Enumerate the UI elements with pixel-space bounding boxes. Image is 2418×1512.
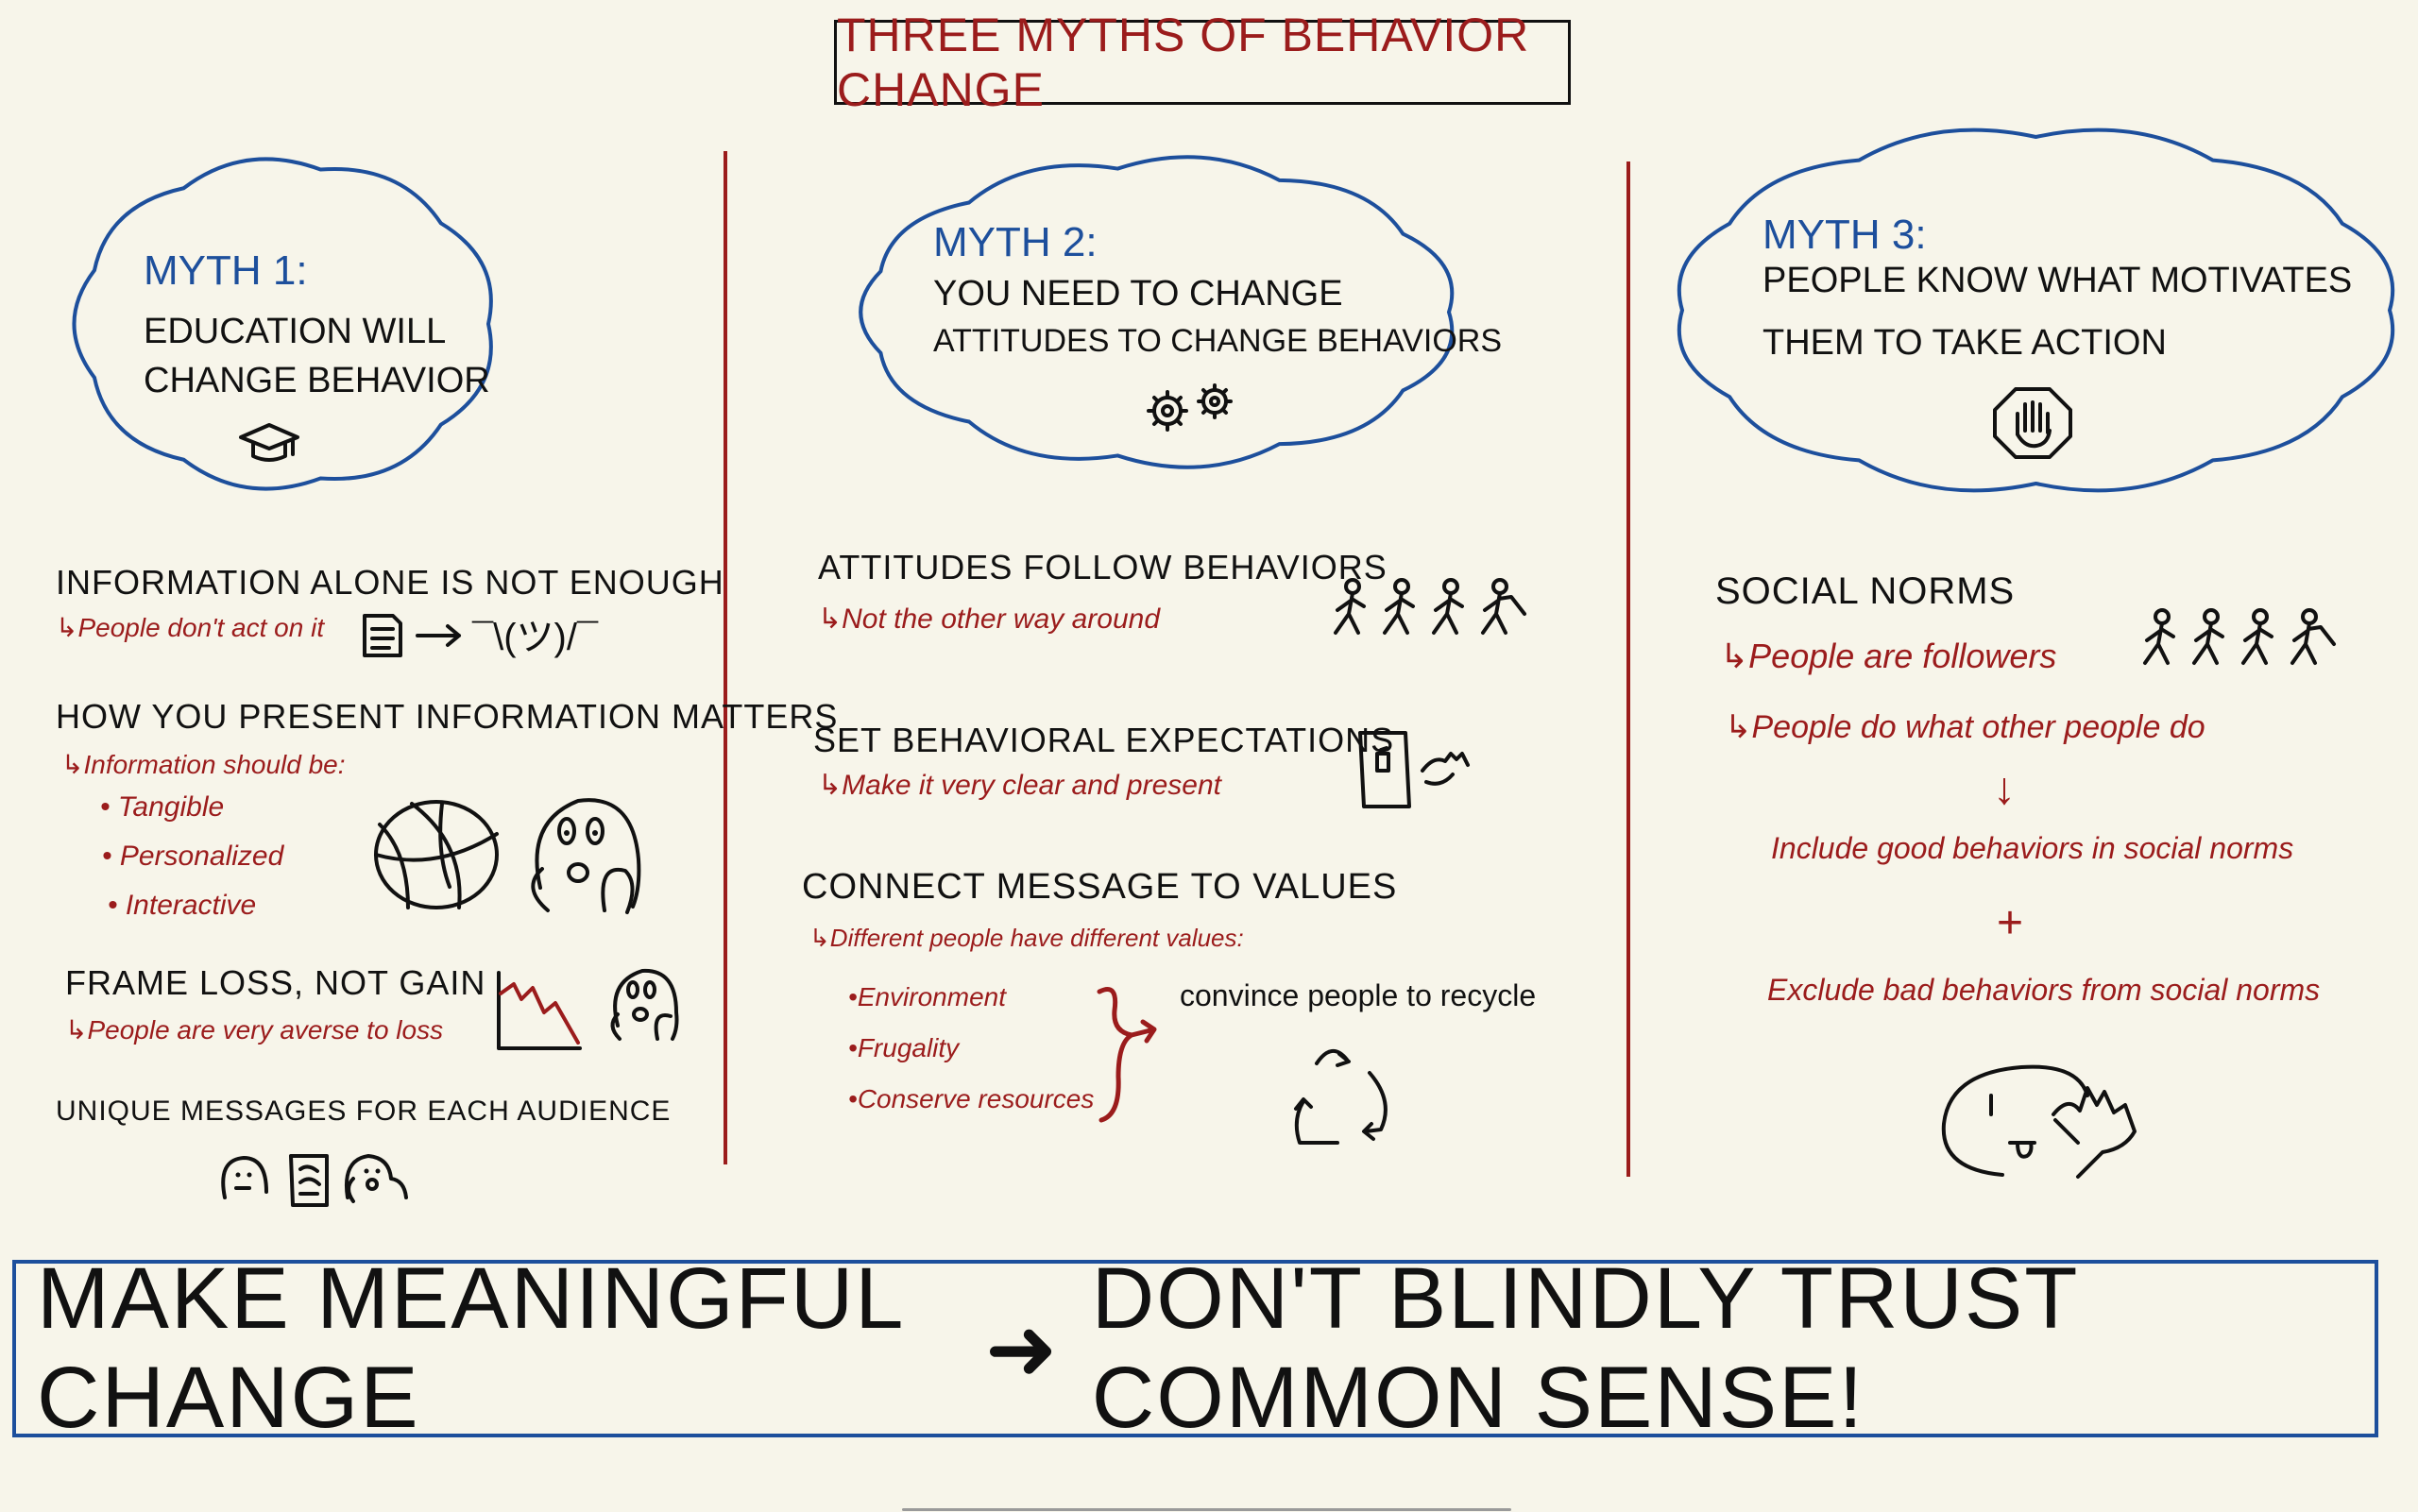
bullet-text: Frugality <box>857 1033 960 1062</box>
column-divider <box>724 151 727 1164</box>
document-icon <box>363 614 402 657</box>
bullet-text: Tangible <box>117 791 225 823</box>
section-note: Different people have different values: <box>809 924 1244 953</box>
bullet-item: • Personalized <box>102 841 284 872</box>
section-heading: Unique messages for each audience <box>56 1096 672 1127</box>
bullet-item: • Interactive <box>108 890 257 921</box>
stick-figure-icon <box>2241 608 2273 665</box>
myth-1-line-2: change behavior <box>144 361 490 400</box>
section-note: People are very averse to loss <box>65 1014 443 1045</box>
section-heading: Set behavioral expectations <box>813 721 1395 759</box>
arrow-down-icon: ↓ <box>1993 764 2016 814</box>
bullet-text: Interactive <box>125 890 257 921</box>
myth-3-line-2: them to take action <box>1762 323 2167 363</box>
surprised-face-icon <box>610 968 679 1041</box>
stick-figure-icon <box>1383 578 1415 635</box>
conclusion-banner: Make meaningful change ➜ Don't blindly t… <box>12 1250 2378 1446</box>
stick-figure-icon <box>1334 578 1366 635</box>
tablet-with-hand-icon <box>1358 731 1470 808</box>
bullet-text: Personalized <box>119 841 284 872</box>
section-note: People do what other people do <box>1725 708 2205 746</box>
section-note: Make it very clear and present <box>818 769 1221 802</box>
outcome-text: convince people to recycle <box>1180 978 1537 1012</box>
gears-icon <box>1147 383 1233 432</box>
basketball-icon <box>374 800 499 909</box>
neutral-face-icon <box>221 1156 268 1199</box>
stick-figure-icon <box>2143 608 2175 665</box>
stick-figures-following-icon <box>1334 578 1526 635</box>
myth-2-label: Myth 2: <box>933 219 1098 265</box>
declining-chart-icon <box>497 971 582 1050</box>
bullet-text: Environment <box>857 982 1006 1011</box>
stick-figure-icon <box>2290 608 2336 665</box>
stick-figure-icon <box>1432 578 1464 635</box>
section-heading: Attitudes follow behaviors <box>818 548 1388 586</box>
stick-figure-icon <box>2192 608 2224 665</box>
bullet-item: •Frugality <box>848 1033 960 1062</box>
myth-clouds <box>72 127 2395 493</box>
title-box: Three Myths of Behavior Change <box>834 8 1571 116</box>
arrow-right-icon <box>416 624 461 647</box>
section-heading: How you present information matters <box>56 697 839 736</box>
bullet-item: •Environment <box>848 982 1006 1011</box>
document-icon <box>289 1154 329 1207</box>
bullet-item: •Conserve resources <box>848 1084 1095 1113</box>
exclude-norms-text: Exclude bad behaviors from social norms <box>1767 973 2321 1007</box>
myth-3-label: Myth 3: <box>1762 212 1927 258</box>
section-note: People don't act on it <box>56 612 324 643</box>
recycle-icon <box>1294 1049 1388 1145</box>
surprised-face-icon <box>345 1154 408 1203</box>
stick-figure-icon <box>1481 578 1526 635</box>
arrow-right-icon: ➜ <box>984 1300 1060 1398</box>
horizontal-scrollbar[interactable] <box>902 1508 1511 1511</box>
brace-arrow-icon <box>1097 987 1157 1123</box>
stick-figures-following-icon <box>2143 608 2336 665</box>
column-divider <box>1626 161 1630 1177</box>
surprised-face-icon <box>531 798 641 914</box>
page-title: Three Myths of Behavior Change <box>837 8 1530 116</box>
conclusion-left: Make meaningful change <box>37 1250 903 1446</box>
section-note: Not the other way around <box>818 603 1160 636</box>
bullet-item: • Tangible <box>100 791 225 823</box>
cloud-outline-1 <box>72 157 493 491</box>
section-heading: Connect message to values <box>802 867 1398 907</box>
include-norms-text: Include good behaviors in social norms <box>1771 831 2294 865</box>
myth-3-line-1: People know what motivates <box>1762 261 2353 300</box>
section-heading: Frame loss, not gain <box>65 963 486 1002</box>
myth-1-label: Myth 1: <box>144 247 308 294</box>
bullet-text: Conserve resources <box>857 1084 1095 1113</box>
audience-icons <box>221 1154 408 1207</box>
tongue-face-with-hand-icon <box>1941 1064 2137 1179</box>
section-heading: Information alone is not enough <box>56 563 724 602</box>
shrug-emoticon: ¯\(ツ)/¯ <box>472 617 599 658</box>
section-heading: Social norms <box>1715 570 2016 612</box>
section-note: People are followers <box>1720 637 2056 676</box>
myth-1-line-1: Education will <box>144 312 447 351</box>
myth-2-line-1: You need to change <box>933 274 1343 314</box>
cloud-outline-3 <box>1677 127 2395 493</box>
plus-sign: + <box>1997 898 2024 948</box>
raised-hand-icon <box>1993 387 2072 459</box>
conclusion-right: Don't blindly trust common sense! <box>1091 1250 2078 1446</box>
graduation-cap-icon <box>239 423 299 462</box>
section-note: Information should be: <box>61 749 345 780</box>
cloud-outline-2 <box>859 155 1455 469</box>
myth-2-line-2: attitudes to change behaviors <box>933 323 1503 359</box>
